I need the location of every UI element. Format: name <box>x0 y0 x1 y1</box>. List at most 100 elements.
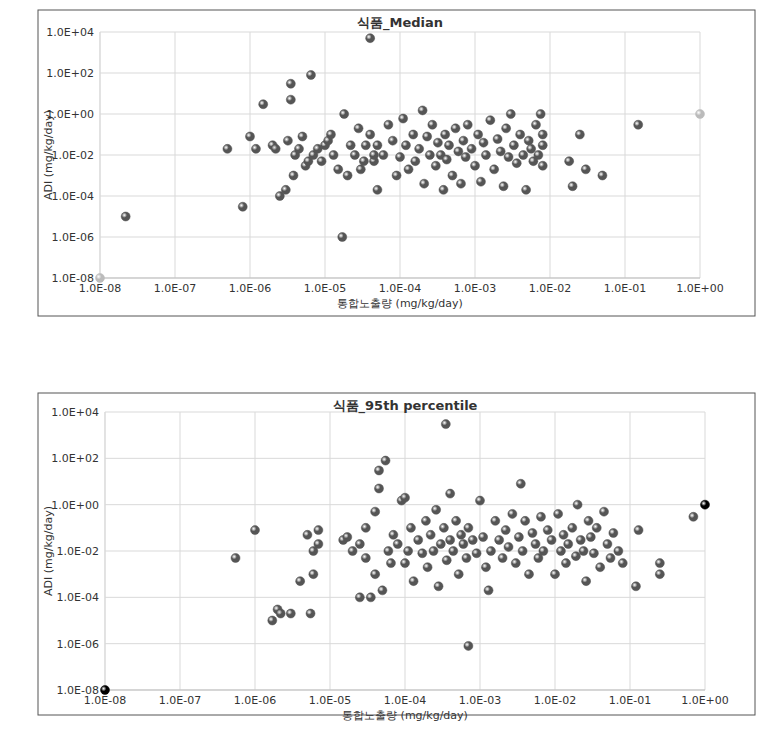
data-point <box>547 535 556 544</box>
data-point <box>340 110 349 119</box>
data-point <box>429 547 438 556</box>
data-point <box>634 120 643 129</box>
y-tick-label: 1.0E+00 <box>51 499 99 512</box>
data-point <box>386 559 395 568</box>
data-point <box>355 593 364 602</box>
data-point <box>531 120 540 129</box>
data-point <box>481 151 490 160</box>
grid-line-y <box>100 237 700 238</box>
data-point <box>409 130 418 139</box>
data-point <box>463 120 472 129</box>
data-point <box>384 547 393 556</box>
data-point <box>596 563 605 572</box>
grid-line-y <box>105 504 705 505</box>
data-point <box>384 120 393 129</box>
data-point <box>366 593 375 602</box>
data-point <box>306 70 315 79</box>
data-point <box>238 202 247 211</box>
data-point <box>491 516 500 525</box>
data-point <box>381 456 390 465</box>
data-point <box>446 489 455 498</box>
grid-line-y <box>105 597 705 598</box>
grid-line-y <box>100 278 700 279</box>
data-point <box>582 577 591 586</box>
data-point <box>371 570 380 579</box>
data-point <box>565 157 574 166</box>
data-point <box>614 547 623 556</box>
data-point <box>421 516 430 525</box>
data-point <box>294 144 303 153</box>
data-point <box>524 570 533 579</box>
data-point <box>502 124 511 133</box>
data-point <box>441 420 450 429</box>
data-point <box>361 523 370 532</box>
data-point <box>521 516 530 525</box>
data-point <box>484 586 493 595</box>
data-point <box>464 641 473 650</box>
data-point <box>579 547 588 556</box>
x-tick-label: 1.0E-07 <box>159 694 201 707</box>
data-point <box>468 535 477 544</box>
data-point <box>432 505 441 514</box>
x-tick-label: 1.0E+00 <box>681 694 729 707</box>
data-point <box>449 547 458 556</box>
data-point <box>350 151 359 160</box>
data-point <box>446 535 455 544</box>
data-point <box>454 147 463 156</box>
data-point <box>506 110 515 119</box>
data-point <box>462 553 471 562</box>
data-point <box>474 130 483 139</box>
data-point <box>393 540 402 549</box>
data-point <box>701 500 710 509</box>
data-point <box>286 79 295 88</box>
data-point <box>524 136 533 145</box>
data-point <box>303 530 312 539</box>
grid-line-y <box>100 73 700 74</box>
y-axis-label: ADI (mg/kg/day) <box>42 110 55 200</box>
data-point <box>401 493 410 502</box>
data-point <box>281 185 290 194</box>
data-point <box>538 141 547 150</box>
data-point <box>536 110 545 119</box>
data-point <box>423 132 432 141</box>
data-point <box>512 159 521 168</box>
data-point <box>309 570 318 579</box>
data-point <box>543 526 552 535</box>
data-point <box>459 540 468 549</box>
data-point <box>454 570 463 579</box>
data-point <box>556 547 565 556</box>
data-point <box>373 141 382 150</box>
data-point <box>306 609 315 618</box>
data-point <box>655 570 664 579</box>
data-point <box>504 152 513 161</box>
data-point <box>575 130 584 139</box>
data-point <box>655 559 664 568</box>
grid-line-y <box>100 196 700 197</box>
x-axis-label: 통합노출량 (mg/kg/day) <box>337 297 463 310</box>
data-point <box>343 171 352 180</box>
data-point <box>379 151 388 160</box>
data-point <box>514 533 523 542</box>
data-point <box>121 212 130 221</box>
data-point <box>334 165 343 174</box>
x-tick-label: 1.0E-05 <box>304 282 346 295</box>
y-tick-label: 1.0E-04 <box>52 190 94 203</box>
chart-title: 식품_Median <box>357 15 443 31</box>
y-tick-label: 1.0E+04 <box>51 406 99 419</box>
data-point <box>527 144 536 153</box>
y-tick-label: 1.0E+04 <box>46 26 94 39</box>
y-axis-line <box>100 32 101 278</box>
data-point <box>411 157 420 166</box>
data-point <box>584 516 593 525</box>
x-axis-label: 통합노출량 (mg/kg/day) <box>342 709 468 722</box>
data-point <box>559 530 568 539</box>
data-point <box>246 132 255 141</box>
data-point <box>631 582 640 591</box>
data-point <box>518 547 527 556</box>
data-point <box>501 526 510 535</box>
data-point <box>551 570 560 579</box>
chart: 1.0E-081.0E-071.0E-061.0E-051.0E-041.0E-… <box>38 393 755 722</box>
y-tick-label: 1.0E+02 <box>46 67 94 80</box>
data-point <box>371 507 380 516</box>
y-tick-label: 1.0E-06 <box>52 231 94 244</box>
